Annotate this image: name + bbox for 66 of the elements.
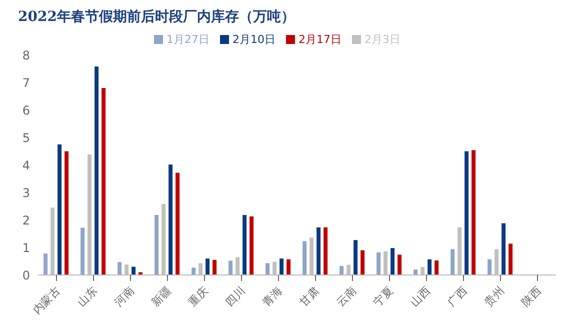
x-tick-label: 内蒙古 [30, 284, 63, 317]
bar [302, 241, 307, 275]
y-tick-label: 7 [22, 76, 30, 90]
y-tick-label: 3 [22, 186, 30, 200]
bar [168, 164, 173, 275]
x-tick-label: 重庆 [186, 284, 211, 309]
x-tick-label: 四川 [223, 284, 248, 309]
bar [64, 151, 69, 275]
bar [450, 249, 455, 275]
bar [132, 266, 136, 275]
x-tick-label: 广西 [445, 284, 470, 309]
bar [324, 227, 328, 275]
bar [250, 216, 254, 275]
bar [44, 254, 48, 275]
bar [94, 66, 99, 275]
bar [472, 150, 476, 275]
x-tick-label: 云南 [334, 284, 359, 309]
y-tick-label: 5 [22, 130, 30, 145]
x-tick-label: 山西 [408, 284, 433, 309]
legend-label: 2月17日 [298, 33, 342, 46]
x-tick-label: 贵州 [482, 284, 507, 309]
bar [376, 252, 381, 275]
bar [176, 172, 180, 275]
bar [118, 262, 122, 275]
bar [354, 240, 358, 275]
x-tick-label: 青海 [260, 284, 285, 309]
bar [154, 215, 159, 275]
bar [360, 250, 365, 275]
bar [280, 258, 284, 275]
y-tick-label: 8 [22, 48, 30, 62]
bar [488, 259, 492, 275]
bar [464, 151, 469, 275]
x-tick-label: 山东 [75, 284, 100, 309]
bar [286, 259, 291, 275]
bar [428, 259, 432, 275]
x-tick-label: 河南 [112, 284, 137, 309]
bar [390, 248, 395, 275]
x-tick-label: 陕西 [519, 284, 544, 309]
y-tick-label: 2 [22, 213, 30, 228]
y-tick-label: 6 [22, 103, 30, 118]
y-tick-label: 1 [22, 240, 30, 255]
x-tick-label: 新疆 [149, 284, 174, 309]
chart-title: 2022年春节假期前后时段厂内库存（万吨） [18, 8, 296, 27]
x-tick-label: 甘肃 [297, 284, 322, 309]
y-tick-label: 4 [22, 158, 30, 172]
bar [316, 227, 321, 275]
bar [80, 228, 85, 275]
legend-label: 1月27日 [166, 33, 210, 46]
bar [398, 254, 402, 275]
bar [340, 266, 344, 275]
legend-label: 2月3日 [364, 33, 400, 46]
x-tick-label: 宁夏 [371, 284, 396, 309]
bar [206, 258, 210, 275]
bar [58, 144, 62, 275]
bar [414, 270, 418, 275]
bar [434, 260, 439, 275]
legend-label: 2月10日 [232, 33, 276, 46]
bar [192, 268, 196, 275]
bar [508, 244, 513, 275]
bar [266, 263, 270, 275]
bar [212, 260, 217, 275]
bar [242, 215, 247, 275]
bar [502, 223, 506, 275]
bar [228, 260, 233, 275]
bar [102, 88, 106, 275]
y-tick-label: 0 [22, 268, 30, 282]
